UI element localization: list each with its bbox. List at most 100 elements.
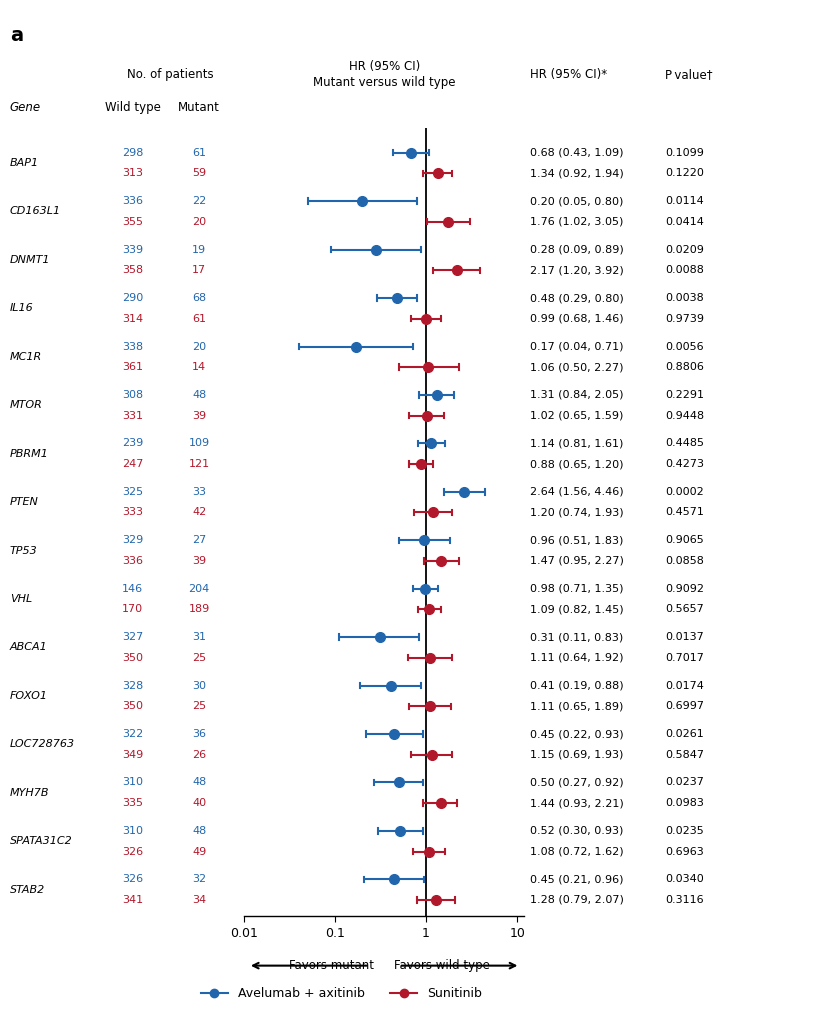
- Text: 26: 26: [192, 750, 207, 760]
- Text: 42: 42: [192, 508, 207, 517]
- Text: 341: 341: [122, 895, 143, 905]
- Text: 25: 25: [192, 701, 207, 712]
- Text: 0.0414: 0.0414: [665, 217, 704, 226]
- Text: 0.0340: 0.0340: [665, 874, 704, 885]
- Text: 0.9739: 0.9739: [665, 313, 704, 324]
- Text: 1.11 (0.64, 1.92): 1.11 (0.64, 1.92): [530, 652, 624, 663]
- Text: 30: 30: [192, 681, 207, 690]
- Text: 0.50 (0.27, 0.92): 0.50 (0.27, 0.92): [530, 777, 624, 787]
- Text: 355: 355: [122, 217, 143, 226]
- Text: 0.4485: 0.4485: [665, 438, 704, 449]
- Text: 1.11 (0.65, 1.89): 1.11 (0.65, 1.89): [530, 701, 624, 712]
- Text: 358: 358: [122, 265, 143, 275]
- Text: 0.68 (0.43, 1.09): 0.68 (0.43, 1.09): [530, 147, 624, 158]
- Text: 40: 40: [192, 798, 207, 808]
- Text: 336: 336: [122, 197, 143, 206]
- Text: MYH7B: MYH7B: [10, 787, 50, 798]
- Text: Mutant versus wild type: Mutant versus wild type: [313, 76, 455, 89]
- Text: 350: 350: [122, 652, 143, 663]
- Text: HR (95% CI): HR (95% CI): [349, 59, 420, 73]
- Text: 336: 336: [122, 556, 143, 566]
- Text: 0.9065: 0.9065: [665, 536, 704, 545]
- Text: 1.09 (0.82, 1.45): 1.09 (0.82, 1.45): [530, 604, 624, 614]
- Text: 313: 313: [122, 168, 143, 178]
- Text: 0.88 (0.65, 1.20): 0.88 (0.65, 1.20): [530, 459, 624, 469]
- Text: 39: 39: [192, 556, 207, 566]
- Text: 34: 34: [192, 895, 207, 905]
- Text: 0.45 (0.22, 0.93): 0.45 (0.22, 0.93): [530, 729, 624, 739]
- Text: Mutant: Mutant: [178, 100, 220, 114]
- Text: 20: 20: [192, 342, 207, 351]
- Text: 361: 361: [122, 362, 143, 372]
- Text: HR (95% CI)*: HR (95% CI)*: [530, 68, 607, 81]
- Text: 339: 339: [122, 245, 143, 255]
- Text: 308: 308: [122, 390, 143, 400]
- Text: 0.0174: 0.0174: [665, 681, 704, 690]
- Text: 1.31 (0.84, 2.05): 1.31 (0.84, 2.05): [530, 390, 624, 400]
- Text: 328: 328: [122, 681, 143, 690]
- Legend: Avelumab + axitinib, Sunitinib: Avelumab + axitinib, Sunitinib: [196, 982, 487, 1006]
- Text: 31: 31: [192, 632, 207, 642]
- Text: 1.44 (0.93, 2.21): 1.44 (0.93, 2.21): [530, 798, 624, 808]
- Text: 25: 25: [192, 652, 207, 663]
- Text: 0.45 (0.21, 0.96): 0.45 (0.21, 0.96): [530, 874, 624, 885]
- Text: 0.8806: 0.8806: [665, 362, 704, 372]
- Text: 1.15 (0.69, 1.93): 1.15 (0.69, 1.93): [530, 750, 624, 760]
- Text: 27: 27: [192, 536, 207, 545]
- Text: 59: 59: [192, 168, 207, 178]
- Text: 0.99 (0.68, 1.46): 0.99 (0.68, 1.46): [530, 313, 624, 324]
- Text: 2.64 (1.56, 4.46): 2.64 (1.56, 4.46): [530, 486, 624, 497]
- Text: 32: 32: [192, 874, 207, 885]
- Text: 1.20 (0.74, 1.93): 1.20 (0.74, 1.93): [530, 508, 624, 517]
- Text: PTEN: PTEN: [10, 497, 39, 507]
- Text: 247: 247: [122, 459, 143, 469]
- Text: 322: 322: [122, 729, 143, 739]
- Text: 326: 326: [122, 874, 143, 885]
- Text: 146: 146: [122, 584, 143, 594]
- Text: 0.1099: 0.1099: [665, 147, 704, 158]
- Text: 338: 338: [122, 342, 143, 351]
- Text: Favors mutant: Favors mutant: [289, 959, 374, 972]
- Text: 36: 36: [192, 729, 207, 739]
- Text: 0.1220: 0.1220: [665, 168, 704, 178]
- Text: 290: 290: [122, 293, 143, 303]
- Text: 0.9448: 0.9448: [665, 411, 704, 421]
- Text: 61: 61: [192, 313, 207, 324]
- Text: 0.0088: 0.0088: [665, 265, 704, 275]
- Text: 33: 33: [192, 486, 207, 497]
- Text: 0.17 (0.04, 0.71): 0.17 (0.04, 0.71): [530, 342, 624, 351]
- Text: 0.4571: 0.4571: [665, 508, 704, 517]
- Text: 14: 14: [192, 362, 207, 372]
- Text: 239: 239: [122, 438, 143, 449]
- Text: 0.48 (0.29, 0.80): 0.48 (0.29, 0.80): [530, 293, 624, 303]
- Text: 335: 335: [122, 798, 143, 808]
- Text: 326: 326: [122, 847, 143, 856]
- Text: 0.0038: 0.0038: [665, 293, 704, 303]
- Text: 0.5847: 0.5847: [665, 750, 704, 760]
- Text: 1.02 (0.65, 1.59): 1.02 (0.65, 1.59): [530, 411, 624, 421]
- Text: 1.14 (0.81, 1.61): 1.14 (0.81, 1.61): [530, 438, 624, 449]
- Text: MC1R: MC1R: [10, 352, 42, 361]
- Text: 314: 314: [122, 313, 143, 324]
- Text: 327: 327: [122, 632, 143, 642]
- Text: 48: 48: [192, 777, 207, 787]
- Text: FOXO1: FOXO1: [10, 691, 48, 700]
- Text: 189: 189: [189, 604, 210, 614]
- Text: 349: 349: [122, 750, 143, 760]
- Text: 333: 333: [122, 508, 143, 517]
- Text: 0.0137: 0.0137: [665, 632, 704, 642]
- Text: 0.4273: 0.4273: [665, 459, 704, 469]
- Text: 0.20 (0.05, 0.80): 0.20 (0.05, 0.80): [530, 197, 624, 206]
- Text: PBRM1: PBRM1: [10, 449, 49, 459]
- Text: SPATA31C2: SPATA31C2: [10, 837, 72, 846]
- Text: 325: 325: [122, 486, 143, 497]
- Text: 0.31 (0.11, 0.83): 0.31 (0.11, 0.83): [530, 632, 624, 642]
- Text: 0.52 (0.30, 0.93): 0.52 (0.30, 0.93): [530, 826, 624, 836]
- Text: 204: 204: [189, 584, 210, 594]
- Text: 48: 48: [192, 390, 207, 400]
- Text: 170: 170: [122, 604, 143, 614]
- Text: a: a: [10, 26, 23, 45]
- Text: 1.28 (0.79, 2.07): 1.28 (0.79, 2.07): [530, 895, 624, 905]
- Text: 0.96 (0.51, 1.83): 0.96 (0.51, 1.83): [530, 536, 624, 545]
- Text: 0.0002: 0.0002: [665, 486, 704, 497]
